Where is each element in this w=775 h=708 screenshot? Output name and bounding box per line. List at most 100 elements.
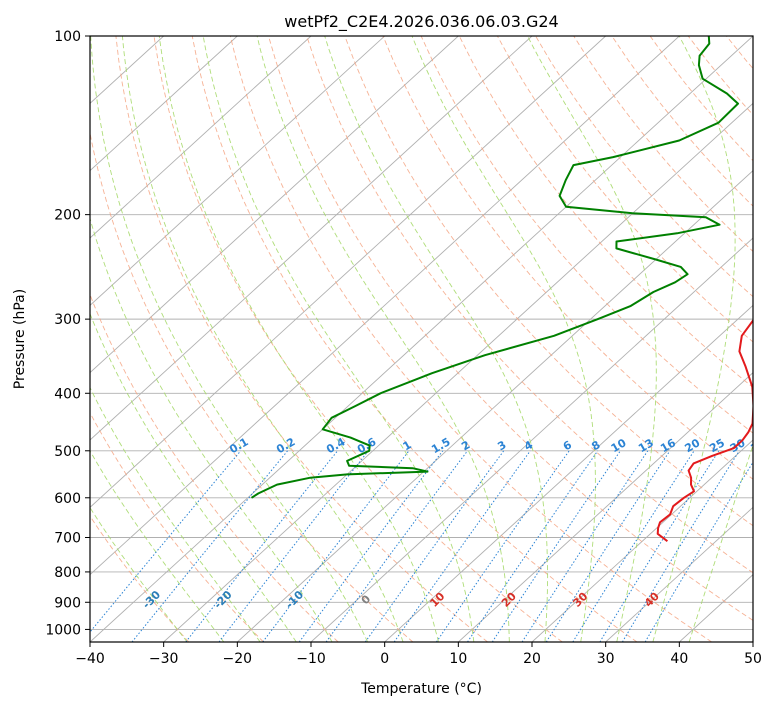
moist-adiabat-line — [158, 36, 439, 642]
x-tick-label: −30 — [149, 651, 179, 667]
y-tick-label: 500 — [54, 444, 81, 460]
mixing-ratio-line — [467, 450, 599, 642]
mixing-ratio-line — [435, 450, 570, 642]
x-axis-title: Temperature (°C) — [360, 681, 482, 697]
isotherm-line — [752, 641, 753, 642]
dry-adiabat-line — [90, 515, 190, 642]
dry-adiabat-line — [115, 36, 488, 642]
moist-adiabat-line — [202, 36, 475, 642]
y-tick-label: 600 — [54, 491, 81, 507]
moist-adiabats — [90, 36, 753, 642]
mixing-ratio-line — [599, 450, 720, 642]
mixing-ratio-label: 16 — [658, 436, 678, 455]
moist-adiabat-line — [90, 216, 333, 642]
mixing-ratio-line — [364, 450, 505, 642]
y-tick-label: 900 — [54, 595, 81, 611]
mixing-ratio-label: 20 — [683, 436, 703, 455]
dewpoint-profile-line — [250, 36, 739, 499]
y-tick-label: 1000 — [45, 622, 81, 638]
moist-adiabat-line — [256, 36, 510, 642]
isotherm-line — [90, 36, 459, 374]
dry-adiabat-line — [344, 36, 753, 527]
dry-adiabat-label: 0 — [359, 592, 374, 607]
moist-adiabat-line — [688, 443, 753, 642]
moist-adiabat-line — [90, 36, 369, 642]
y-tick-label: 700 — [54, 531, 81, 547]
moist-adiabat-line — [90, 506, 188, 642]
x-axis: −40 −30 −20 −10 0 10 20 30 40 50 — [75, 642, 762, 667]
y-tick-label: 200 — [54, 208, 81, 224]
moist-adiabat-line — [90, 386, 261, 642]
mixing-ratio-label: 1.5 — [429, 435, 452, 456]
dry-adiabat-line — [611, 36, 753, 207]
x-tick-label: 0 — [380, 651, 389, 667]
mixing-ratio-label: 0.1 — [227, 435, 250, 456]
dry-adiabat-line — [90, 130, 414, 642]
isotherm-line — [163, 102, 753, 642]
isotherms — [90, 36, 753, 642]
mixing-ratio-line — [545, 450, 671, 642]
dry-adiabat-line — [535, 36, 753, 298]
dry-adiabat-line — [687, 36, 753, 116]
dry-adiabat-line — [765, 36, 775, 642]
x-tick-label: −10 — [296, 651, 326, 667]
x-tick-label: −40 — [75, 651, 105, 667]
isotherm-line — [605, 506, 753, 642]
mixing-ratio-line — [644, 461, 753, 642]
y-tick-label: 100 — [54, 29, 81, 45]
mixing-ratio-label: 36 — [748, 436, 768, 455]
y-axis-title: Pressure (hPa) — [12, 289, 28, 389]
x-tick-label: 30 — [597, 651, 615, 667]
moist-adiabat-line — [90, 312, 297, 642]
dry-adiabat-line — [649, 36, 753, 162]
moist-adiabat-line — [90, 449, 225, 642]
mixing-ratio-line — [393, 450, 531, 642]
isotherm-line — [237, 170, 753, 642]
dry-adiabat-line — [573, 36, 753, 253]
x-tick-label: 10 — [449, 651, 467, 667]
mixing-ratio-label: 10 — [609, 436, 629, 455]
x-tick-label: −20 — [223, 651, 253, 667]
isotherm-line — [90, 36, 385, 306]
dry-adiabat-line — [153, 36, 563, 642]
mixing-ratio-line — [218, 450, 369, 642]
plot-frame — [89, 35, 754, 643]
x-tick-label: 50 — [744, 651, 762, 667]
mixing-ratio-line — [491, 450, 621, 642]
mixing-ratio-line — [621, 450, 740, 642]
isotherm-line — [90, 36, 312, 239]
y-tick-label: 400 — [54, 386, 81, 402]
mixing-ratio-line — [131, 450, 288, 642]
dry-adiabat-line — [726, 36, 753, 70]
isotherm-line — [90, 36, 606, 508]
dry-adiabat-line — [268, 36, 753, 621]
isotherm-line — [384, 304, 753, 642]
dry-adiabat-line — [191, 36, 638, 642]
mixing-ratio-line — [325, 450, 468, 642]
mixing-ratio-label: 0.6 — [355, 435, 379, 456]
chart-title: wetPf2_C2E4.2026.036.06.03.G24 — [284, 12, 558, 32]
isotherm-line — [458, 372, 753, 642]
isotherm-line — [90, 36, 680, 576]
isobars — [90, 36, 753, 630]
dry-adiabat-line — [497, 36, 753, 343]
temperature-profile-line — [656, 318, 753, 542]
mixing-ratio-label: 13 — [636, 436, 656, 455]
isotherm-line — [531, 439, 753, 642]
isotherm-line — [90, 36, 238, 172]
dry-adiabat-label: 10 — [427, 590, 447, 610]
mixing-ratio-label: 0.2 — [274, 435, 297, 456]
x-tick-label: 20 — [523, 651, 541, 667]
dry-adiabat-label: -30 — [140, 588, 163, 611]
dry-adiabat-label: -20 — [211, 588, 234, 611]
dry-adiabat-label: 20 — [499, 590, 519, 610]
mixing-ratio-line — [90, 450, 242, 633]
plot-area: 0.1 0.2 0.4 0.6 1 1.5 2 3 4 6 8 10 13 16 20 25 30 36-30 -2… — [90, 36, 775, 642]
y-tick-label: 800 — [54, 565, 81, 581]
dry-adiabat-line — [229, 36, 712, 642]
moist-adiabat-line — [652, 36, 736, 642]
isotherm-line — [90, 36, 753, 642]
mixing-ratio-line — [572, 450, 695, 642]
y-tick-label: 300 — [54, 312, 81, 328]
